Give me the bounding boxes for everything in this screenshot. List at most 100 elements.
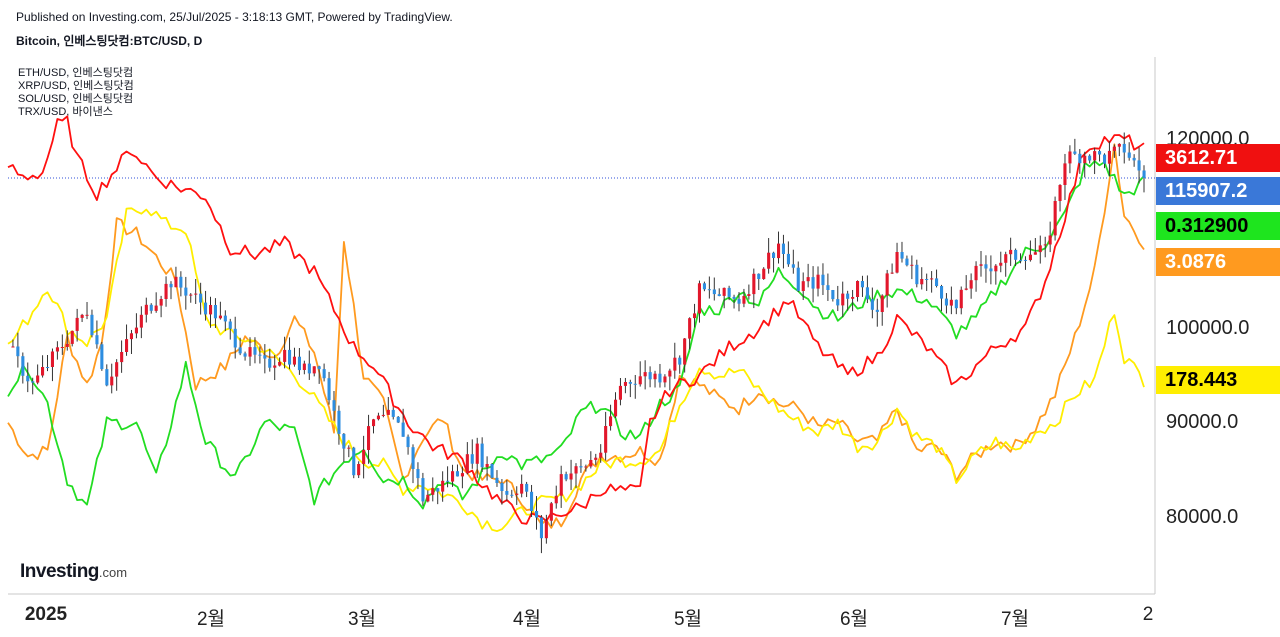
candle-body xyxy=(105,369,109,386)
candle-body xyxy=(732,296,736,299)
candle-body xyxy=(614,399,618,417)
candle-body xyxy=(777,243,781,259)
candle-body xyxy=(836,299,840,306)
candle-body xyxy=(1078,153,1082,164)
candle-body xyxy=(337,410,341,434)
candle-body xyxy=(599,452,603,458)
x-tick-jul: 7월 xyxy=(1000,609,1030,630)
candle-body xyxy=(1063,163,1067,185)
candle-body xyxy=(475,443,479,464)
candle-body xyxy=(742,296,746,304)
candle-body xyxy=(154,305,158,311)
candle-body xyxy=(618,385,622,400)
candle-body xyxy=(964,288,968,290)
candle-body xyxy=(609,416,613,427)
candle-body xyxy=(36,375,40,383)
investing-logo[interactable]: Investing.com xyxy=(20,561,127,583)
candle-body xyxy=(65,343,69,347)
candle-body xyxy=(1093,151,1097,161)
candle-body xyxy=(46,367,50,368)
candle-body xyxy=(288,349,292,365)
candle-body xyxy=(322,369,326,379)
candle-body xyxy=(584,466,588,468)
candle-body xyxy=(204,302,208,315)
candle-body xyxy=(505,491,509,495)
candle-body xyxy=(297,356,301,371)
candle-body xyxy=(367,426,371,450)
candle-body xyxy=(604,426,608,453)
candle-body xyxy=(737,298,741,304)
candle-body xyxy=(129,333,133,340)
candle-body xyxy=(263,355,267,359)
candle-body xyxy=(90,314,94,336)
candle-body xyxy=(159,299,163,306)
candle-body xyxy=(801,281,805,291)
candle-body xyxy=(1083,155,1087,164)
xrp-last-price: 0.312900 xyxy=(1156,212,1280,240)
candle-body xyxy=(633,383,637,385)
candle-body xyxy=(283,349,287,362)
candle-body xyxy=(218,315,222,319)
candle-body xyxy=(1117,143,1121,147)
candle-body xyxy=(1028,254,1032,261)
candle-body xyxy=(258,354,262,356)
legend-sol: SOL/USD, 인베스팅닷컴 xyxy=(18,93,134,105)
candle-body xyxy=(589,460,593,467)
candle-body xyxy=(900,252,904,259)
candle-body xyxy=(658,373,662,383)
candle-body xyxy=(115,362,119,377)
candle-body xyxy=(535,511,539,518)
candle-body xyxy=(179,276,183,288)
candle-body xyxy=(851,297,855,299)
candle-body xyxy=(110,376,114,386)
candle-body xyxy=(480,443,484,468)
candle-body xyxy=(1038,245,1042,253)
candle-body xyxy=(396,416,400,423)
candle-body xyxy=(134,327,138,334)
y-tick-90000: 90000.0 xyxy=(1166,411,1239,433)
candle-body xyxy=(722,287,726,296)
candle-body xyxy=(327,378,331,401)
candle-body xyxy=(594,457,598,460)
candle-body xyxy=(697,283,701,314)
candle-body xyxy=(95,335,99,345)
x-tick-mar: 3월 xyxy=(347,609,377,630)
candle-body xyxy=(796,267,800,291)
candle-body xyxy=(372,419,376,427)
candle-body xyxy=(144,304,148,315)
candle-body xyxy=(465,454,469,473)
candle-body xyxy=(228,321,232,329)
published-note: Published on Investing.com, 25/Jul/2025 … xyxy=(16,10,453,24)
candle-body xyxy=(317,366,321,370)
candle-body xyxy=(870,299,874,310)
candle-body xyxy=(391,409,395,417)
candle-body xyxy=(574,466,578,474)
candle-body xyxy=(767,252,771,269)
candle-body xyxy=(381,414,385,416)
candle-body xyxy=(856,281,860,297)
legend-eth: ETH/USD, 인베스팅닷컴 xyxy=(18,67,134,79)
candle-body xyxy=(149,304,153,311)
candle-body xyxy=(411,447,415,469)
candle-body xyxy=(569,473,573,480)
candle-body xyxy=(1112,146,1116,151)
candle-body xyxy=(401,422,405,437)
candle-body xyxy=(895,252,899,273)
candle-body xyxy=(174,276,178,288)
candle-body xyxy=(307,363,311,374)
candle-body xyxy=(426,494,430,502)
logo-brand: Investing xyxy=(20,561,99,582)
candle-body xyxy=(31,381,35,383)
candle-body xyxy=(539,517,543,539)
candle-body xyxy=(747,294,751,296)
candle-body xyxy=(406,436,410,448)
candle-body xyxy=(831,290,835,300)
candle-body xyxy=(949,299,953,306)
candle-body xyxy=(50,351,54,367)
candle-body xyxy=(653,373,657,380)
candle-body xyxy=(41,367,45,376)
candle-body xyxy=(954,299,958,309)
candle-body xyxy=(880,295,884,312)
candle-body xyxy=(974,265,978,281)
